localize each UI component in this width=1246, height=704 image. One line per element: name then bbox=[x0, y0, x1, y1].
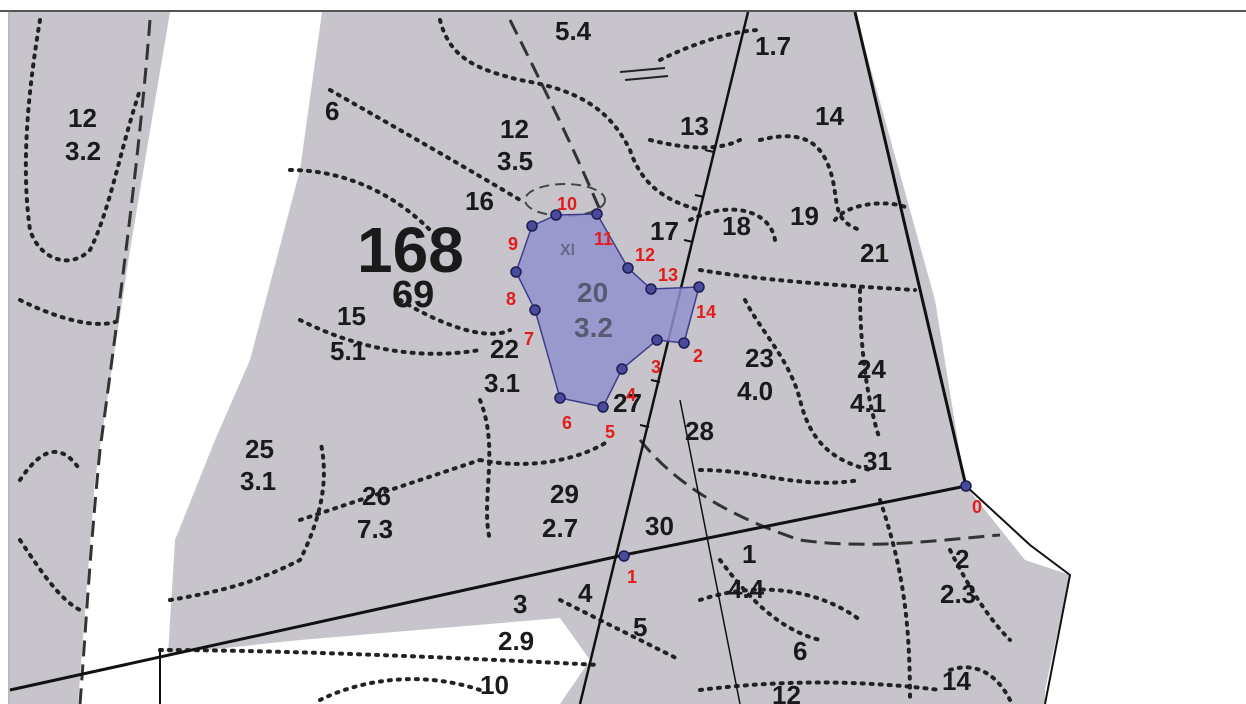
vertex-points[interactable] bbox=[510, 208, 972, 562]
vertex-9[interactable] bbox=[526, 220, 538, 232]
compartment-label: 16 bbox=[465, 186, 494, 216]
compartment-label: 23 bbox=[745, 343, 774, 373]
highlight-area[interactable] bbox=[515, 213, 700, 408]
vertex-14[interactable] bbox=[693, 281, 705, 293]
compartment-label: 3.1 bbox=[240, 466, 276, 496]
vertex-label: 4 bbox=[626, 385, 636, 405]
compartment-label: 25 bbox=[245, 434, 274, 464]
line-tick-marks bbox=[639, 149, 715, 428]
vertex-8[interactable] bbox=[510, 266, 522, 278]
compartment-label: 3.1 bbox=[484, 368, 520, 398]
block-area: 69 bbox=[392, 274, 434, 316]
compartment-label: 2.7 bbox=[542, 513, 578, 543]
vertex-6[interactable] bbox=[554, 392, 566, 404]
vertex-13[interactable] bbox=[645, 283, 657, 295]
compartment-label: 27 bbox=[613, 388, 642, 418]
compartment-label: 2.3 bbox=[940, 579, 976, 609]
polygon-label: 20 bbox=[577, 277, 608, 308]
compartment-label: 2.9 bbox=[498, 626, 534, 656]
vertex-number-labels: 0 1 2 3 4 5 6 7 8 9 10 11 12 13 14 bbox=[506, 194, 982, 587]
vertex-label: 7 bbox=[524, 329, 534, 349]
map-symbol-equals bbox=[619, 67, 669, 81]
vertex-3[interactable] bbox=[651, 334, 663, 346]
compartment-label: 19 bbox=[790, 201, 819, 231]
vertex-label: 2 bbox=[693, 346, 703, 366]
compartment-label: 10 bbox=[480, 670, 509, 700]
compartment-label: 12 bbox=[500, 114, 529, 144]
vertex-label: 9 bbox=[508, 234, 518, 254]
vertex-label: 13 bbox=[658, 265, 678, 285]
vertex-4[interactable] bbox=[616, 363, 628, 375]
vertex-10a[interactable] bbox=[550, 209, 562, 221]
vertex-label: 11 bbox=[594, 229, 613, 249]
compartment-label: 4.4 bbox=[728, 574, 765, 604]
vertex-2[interactable] bbox=[678, 337, 690, 349]
compartment-label: 18 bbox=[722, 211, 751, 241]
polygon-letter: Xl bbox=[560, 242, 575, 259]
polygon-area: 3.2 bbox=[574, 312, 613, 343]
compartment-label: 5.4 bbox=[555, 16, 592, 46]
compartment-label: 22 bbox=[490, 334, 519, 364]
compartment-label: 28 bbox=[685, 416, 714, 446]
vertex-label: 6 bbox=[562, 413, 572, 433]
compartment-label: 4.0 bbox=[737, 376, 773, 406]
compartment-boundaries bbox=[18, 18, 1012, 702]
compartment-label: 14 bbox=[942, 666, 971, 696]
vertex-label: 1 bbox=[627, 567, 637, 587]
vertex-10b[interactable] bbox=[591, 208, 603, 220]
vertex-7[interactable] bbox=[529, 304, 541, 316]
vertex-label: 5 bbox=[605, 422, 615, 442]
compartment-label: 6 bbox=[793, 636, 807, 666]
compartment-label: 1.7 bbox=[755, 31, 791, 61]
vertex-label: 10 bbox=[557, 194, 577, 214]
compartment-label: 29 bbox=[550, 479, 579, 509]
vertex-label: 12 bbox=[635, 245, 655, 265]
vertex-12[interactable] bbox=[622, 262, 634, 274]
vertex-label: 8 bbox=[506, 289, 516, 309]
compartment-label: 3.2 bbox=[65, 136, 101, 166]
vertex-label: 3 bbox=[651, 357, 661, 377]
compartment-label: 3.5 bbox=[497, 146, 533, 176]
compartment-label: 3 bbox=[513, 589, 527, 619]
white-lower-left bbox=[150, 618, 590, 704]
compartment-label: 6 bbox=[325, 96, 339, 126]
compartment-label: 21 bbox=[860, 238, 889, 268]
vertex-1[interactable] bbox=[618, 550, 630, 562]
vertex-0[interactable] bbox=[960, 480, 972, 492]
compartment-label: 7.3 bbox=[357, 514, 393, 544]
dashed-lines bbox=[78, 19, 1001, 704]
block-number: 168 bbox=[357, 214, 464, 286]
compartment-label: 14 bbox=[815, 101, 844, 131]
vertex-label: 14 bbox=[696, 302, 716, 322]
compartment-label: 5 bbox=[633, 612, 647, 642]
compartment-labels: 5.4 1.7 12 3.2 6 12 3.5 13 14 16 17 18 1… bbox=[65, 16, 976, 704]
compartment-label: 5.1 bbox=[330, 336, 366, 366]
compartment-label: 24 bbox=[857, 354, 886, 384]
dashed-ring bbox=[524, 183, 606, 217]
compartment-label: 26 bbox=[362, 481, 391, 511]
compartment-label: 12 bbox=[68, 103, 97, 133]
compartment-label: 30 bbox=[645, 511, 674, 541]
compartment-label: 31 bbox=[863, 446, 892, 476]
compartment-label: 12 bbox=[772, 680, 801, 704]
compartment-label: 2 bbox=[955, 544, 969, 574]
compartment-label: 15 bbox=[337, 301, 366, 331]
compartment-label: 4 bbox=[578, 578, 593, 608]
compartment-label: 4.1 bbox=[850, 388, 886, 418]
compartment-label: 17 bbox=[650, 216, 679, 246]
compartment-label: 13 bbox=[680, 111, 709, 141]
compartment-label: 1 bbox=[742, 539, 756, 569]
land-left-strip bbox=[10, 12, 170, 704]
vertex-label: 0 bbox=[972, 497, 982, 517]
vertex-5[interactable] bbox=[597, 401, 609, 413]
